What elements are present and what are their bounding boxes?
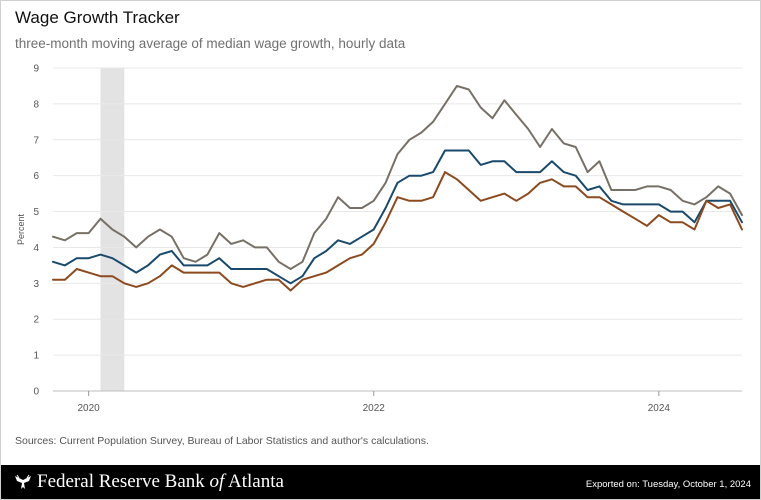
chart-subtitle: three-month moving average of median wag… bbox=[15, 36, 406, 51]
y-axis-label: Percent bbox=[16, 213, 26, 245]
y-tick-label: 4 bbox=[33, 243, 39, 254]
y-tick-label: 0 bbox=[33, 387, 39, 398]
x-tick-label: 2024 bbox=[648, 403, 671, 414]
footer-bar: Federal Reserve Bank of Atlanta Exported… bbox=[1, 465, 760, 499]
fed-atlanta-logo: Federal Reserve Bank of Atlanta bbox=[13, 471, 284, 493]
y-tick-label: 3 bbox=[33, 279, 39, 290]
y-tick-label: 8 bbox=[33, 99, 39, 110]
y-tick-label: 5 bbox=[33, 207, 39, 218]
y-tick-label: 2 bbox=[33, 315, 39, 326]
y-tick-label: 7 bbox=[33, 135, 39, 146]
y-tick-label: 9 bbox=[33, 64, 39, 75]
eagle-emblem-icon bbox=[15, 474, 31, 489]
y-tick-label: 1 bbox=[33, 351, 39, 362]
line-chart: 0 1 2 3 4 5 6 7 8 9 Percent 2020 2022 2024 bbox=[16, 64, 743, 414]
export-date: Exported on: Tuesday, October 1, 2024 bbox=[585, 479, 751, 490]
chart-title: Wage Growth Tracker bbox=[15, 8, 180, 27]
x-tick-label: 2022 bbox=[363, 403, 386, 414]
source-note: Sources: Current Population Survey, Bure… bbox=[15, 435, 429, 447]
x-tick-label: 2020 bbox=[78, 403, 101, 414]
series-line-2 bbox=[52, 149, 743, 285]
series-line-3 bbox=[52, 171, 743, 292]
series-line-1 bbox=[52, 84, 743, 270]
y-tick-label: 6 bbox=[33, 171, 39, 182]
logo-text: Federal Reserve Bank of Atlanta bbox=[37, 471, 284, 492]
